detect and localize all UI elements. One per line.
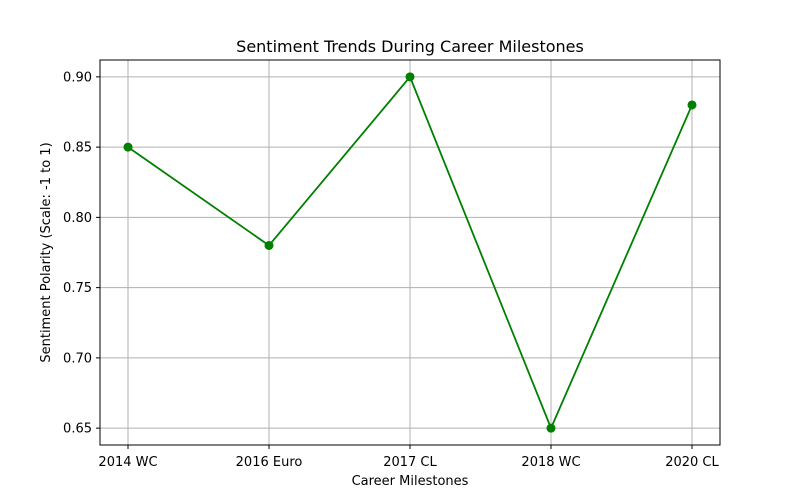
y-tick-label: 0.80 bbox=[63, 211, 92, 226]
y-tick-label: 0.85 bbox=[63, 141, 92, 156]
y-tick-label: 0.90 bbox=[63, 70, 92, 85]
data-point-marker bbox=[405, 72, 415, 82]
y-axis-ticks: 0.65 0.70 0.75 0.80 0.85 0.90 bbox=[63, 70, 100, 437]
data-point-marker bbox=[264, 240, 274, 250]
y-tick-label: 0.75 bbox=[63, 281, 92, 296]
x-axis-label: Career Milestones bbox=[352, 474, 469, 489]
series-layer bbox=[123, 72, 697, 433]
chart-title: Sentiment Trends During Career Milestone… bbox=[236, 37, 584, 56]
y-tick-label: 0.70 bbox=[63, 351, 92, 366]
x-axis-ticks: 2014 WC 2016 Euro 2017 CL 2018 WC 2020 CL bbox=[98, 445, 720, 470]
x-tick-label: 2018 WC bbox=[521, 455, 580, 470]
y-axis-label: Sentiment Polarity (Scale: -1 to 1) bbox=[39, 142, 54, 362]
x-tick-label: 2016 Euro bbox=[236, 455, 303, 470]
data-point-marker bbox=[123, 142, 133, 152]
data-point-marker bbox=[546, 423, 556, 433]
x-tick-label: 2020 CL bbox=[665, 455, 719, 470]
x-tick-label: 2017 CL bbox=[383, 455, 437, 470]
data-point-marker bbox=[687, 100, 697, 110]
x-tick-label: 2014 WC bbox=[98, 455, 157, 470]
y-tick-label: 0.65 bbox=[63, 422, 92, 437]
